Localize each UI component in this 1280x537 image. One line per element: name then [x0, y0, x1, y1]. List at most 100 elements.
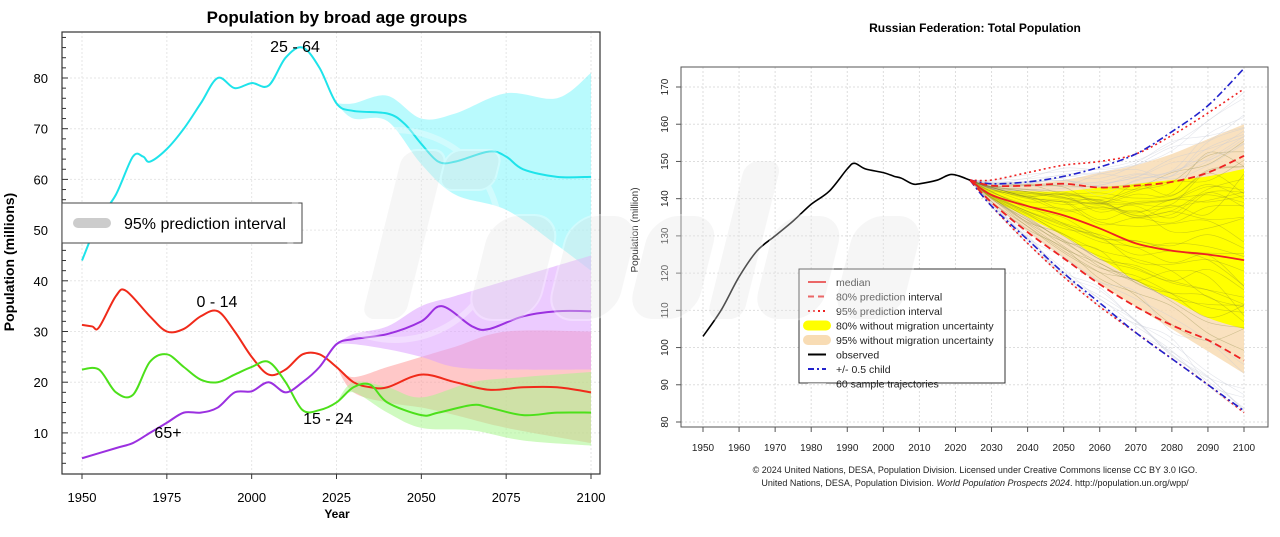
sample-trajectory [969, 141, 1245, 200]
legend-label: 80% without migration uncertainty [836, 321, 994, 333]
sample-trajectory [969, 179, 1245, 226]
x-tick-label: 2080 [1161, 443, 1184, 454]
series-label-25-64: 25 - 64 [270, 39, 320, 56]
y-tick-label: 40 [34, 274, 48, 289]
footer-italic: World Population Prospects 2024 [936, 478, 1070, 488]
x-tick-label: 2000 [237, 490, 266, 505]
x-tick-label: 1960 [728, 443, 751, 454]
sample-trajectory [969, 179, 1245, 323]
sample-trajectory [969, 166, 1245, 206]
y-tick-label: 160 [660, 115, 671, 132]
y-tick-label: 10 [34, 426, 48, 441]
x-tick-label: 1950 [692, 443, 715, 454]
sample-trajectory [969, 166, 1245, 204]
series-label-0-14: 0 - 14 [197, 294, 238, 311]
sample-trajectories [969, 92, 1245, 413]
sample-trajectory [969, 138, 1245, 190]
sample-trajectory [969, 179, 1245, 210]
sample-trajectory [969, 179, 1245, 298]
age-groups-chart: Population by broad age groups 1950 1975 2… [1, 8, 605, 521]
median-line [969, 179, 1245, 261]
y-tick-label: 80 [34, 71, 48, 86]
x-tick-label: 2100 [577, 490, 606, 505]
sample-trajectory [969, 179, 1245, 318]
x-tick-label: 2075 [492, 490, 521, 505]
legend-label: 95% prediction interval [836, 306, 942, 318]
sample-trajectory [969, 179, 1245, 316]
y-tick-label: 170 [660, 78, 671, 95]
sample-trajectory [969, 172, 1245, 207]
y-axis-label: Population (millions) [1, 193, 17, 331]
x-axis-label: Year [324, 507, 350, 521]
plot-frame [680, 66, 1269, 428]
footer-line-2: United Nations, DESA, Population Divisio… [761, 478, 1189, 488]
sample-trajectory [969, 179, 1245, 410]
x-tick-label: 1990 [836, 443, 859, 454]
sample-trajectory [969, 179, 1245, 351]
x-tick-label: 2060 [1089, 443, 1112, 454]
sample-trajectory [969, 179, 1245, 308]
x-tick-label: 2050 [407, 490, 436, 505]
legend-label: 80% prediction interval [836, 292, 942, 304]
sample-trajectory [969, 143, 1245, 185]
footer-line-1: © 2024 United Nations, DESA, Population … [753, 465, 1198, 475]
x-tick-label: 2040 [1016, 443, 1039, 454]
line-25-64 [81, 46, 592, 261]
axis-ticks: 1950 1960 1970 1980 1990 2000 2010 2020 2030 2040… [660, 78, 1256, 454]
sample-trajectory [969, 179, 1245, 218]
x-tick-label: 1975 [152, 490, 181, 505]
sample-trajectory [969, 179, 1245, 243]
sample-trajectory [969, 179, 1245, 291]
sample-trajectory [969, 179, 1245, 249]
series-lines [81, 46, 592, 460]
series-label-15-24: 15 - 24 [303, 411, 353, 428]
line-15-24 [81, 353, 592, 417]
y-tick-label: 60 [34, 172, 48, 187]
y-tick-label: 70 [34, 122, 48, 137]
y-tick-label: 100 [660, 339, 671, 356]
y-tick-label: 50 [34, 223, 48, 238]
legend-label: 95% prediction interval [124, 216, 286, 233]
legend-label: 60 sample trajectories [836, 379, 939, 391]
x-tick-label: 2100 [1233, 443, 1256, 454]
y-tick-label: 80 [660, 416, 671, 428]
half-child-lower-line [969, 179, 1245, 412]
x-tick-label: 2010 [908, 443, 931, 454]
x-tick-label: 2025 [322, 490, 351, 505]
band-65- [336, 255, 591, 370]
plot-frame [61, 31, 601, 475]
legend-label: +/- 0.5 child [836, 364, 891, 376]
sample-trajectory [969, 179, 1245, 214]
pi95-upper-line [969, 88, 1245, 182]
band-25-64 [336, 72, 591, 271]
projection-lines [702, 67, 1245, 414]
sample-trajectory [969, 179, 1245, 365]
legend-label: 95% without migration uncertainty [836, 335, 994, 347]
y-tick-label: 90 [660, 379, 671, 391]
observed-line [702, 162, 971, 337]
x-tick-label: 1970 [764, 443, 787, 454]
sample-trajectory [969, 179, 1245, 219]
sample-trajectory [969, 136, 1245, 192]
legend: median 80% prediction interval 95% predict… [798, 268, 1006, 391]
x-tick-label: 2030 [980, 443, 1003, 454]
sample-trajectory [969, 179, 1245, 306]
footer-suffix: . http://population.un.org/wpp/ [1070, 478, 1189, 488]
y-tick-label: 140 [660, 190, 671, 207]
sample-trajectory [969, 179, 1245, 204]
y-tick-label: 150 [660, 153, 671, 170]
sample-trajectory [969, 179, 1245, 234]
footer-prefix: United Nations, DESA, Population Divisio… [761, 478, 936, 488]
total-population-chart: Russian Federation: Total Population 195… [630, 21, 1269, 488]
axis-ticks: 1950 1975 2000 2025 2050 2075 2100 10 20 30 40 50 60… [34, 36, 606, 505]
legend: 95% prediction interval [61, 202, 303, 244]
sample-trajectory [969, 114, 1245, 181]
band-15-24 [336, 372, 591, 446]
sample-trajectory [969, 173, 1245, 219]
sample-trajectory [969, 179, 1245, 257]
sample-trajectory [969, 159, 1245, 204]
sample-trajectory [969, 179, 1245, 212]
sample-trajectory [969, 127, 1245, 183]
series-label-65plus: 65+ [154, 425, 181, 442]
